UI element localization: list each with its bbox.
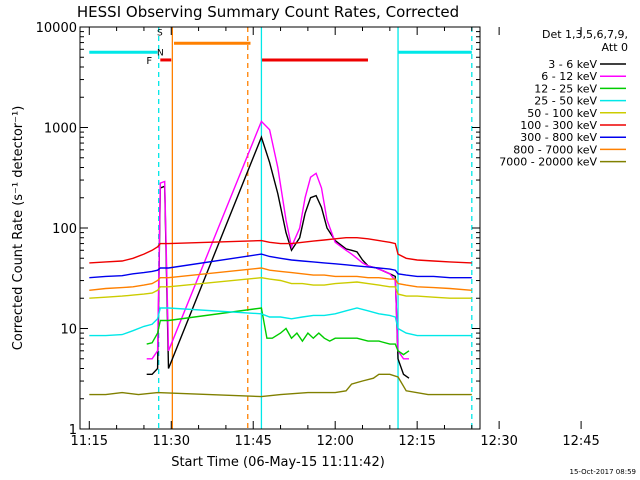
legend-label-5: 100 - 300 keV <box>520 119 597 132</box>
series-line-7 <box>89 267 472 291</box>
legend-label-8: 7000 - 20000 keV <box>499 156 597 169</box>
series-line-3 <box>89 307 472 337</box>
series-line-6 <box>89 253 472 279</box>
legend-label-6: 300 - 800 keV <box>520 131 597 144</box>
y-tick-label-2: 100 <box>52 222 77 237</box>
annotation-night: N <box>157 49 164 59</box>
chart-title: HESSI Observing Summary Count Rates, Cor… <box>77 3 459 21</box>
legend-label-3: 25 - 50 keV <box>534 95 597 108</box>
series-line-4 <box>89 276 472 299</box>
series-line-5 <box>89 237 472 264</box>
plot-frame <box>79 26 481 430</box>
series-line-2 <box>146 307 410 356</box>
plot-area: F SN <box>89 27 473 429</box>
legend-label-2: 12 - 25 keV <box>534 82 597 95</box>
x-tick-label-4: 12:15 <box>398 434 435 449</box>
y-tick-label-4: 10000 <box>36 21 77 36</box>
footer-timestamp: 15-Oct-2017 08:59 <box>570 468 636 476</box>
legend-label-4: 50 - 100 keV <box>527 107 597 120</box>
x-axis: 11:15 11:30 11:45 12:00 12:15 12:30 12:45 <box>71 27 600 449</box>
series-line-1 <box>146 120 409 360</box>
x-axis-label: Start Time (06-May-15 11:11:42) <box>171 455 385 470</box>
y-tick-label-3: 1000 <box>44 122 77 137</box>
x-tick-label-6: 12:45 <box>562 434 599 449</box>
legend-label-1: 6 - 12 keV <box>541 70 597 83</box>
annotation-flare: F <box>146 56 152 67</box>
legend-label-7: 800 - 7000 keV <box>513 143 597 156</box>
y-axis-label: Corrected Count Rate (s⁻¹ detector⁻¹) <box>11 106 26 351</box>
x-tick-label-0: 11:15 <box>71 434 108 449</box>
legend-header-line-2: Att 0 <box>602 41 628 54</box>
x-tick-label-1: 11:30 <box>153 434 190 449</box>
annotation-saa: S <box>157 29 163 39</box>
y-axis: 1 10 100 1000 10000 <box>36 21 480 438</box>
x-tick-label-2: 11:45 <box>234 434 271 449</box>
y-tick-label-1: 10 <box>60 323 77 338</box>
x-tick-label-3: 12:00 <box>316 434 353 449</box>
series-line-8 <box>89 373 472 398</box>
legend-label-0: 3 - 6 keV <box>548 58 597 71</box>
y-tick-label-0: 1 <box>69 423 77 438</box>
x-tick-label-5: 12:30 <box>480 434 517 449</box>
legend-header-line-1: Det 1,3,5,6,7,9, <box>542 28 628 41</box>
